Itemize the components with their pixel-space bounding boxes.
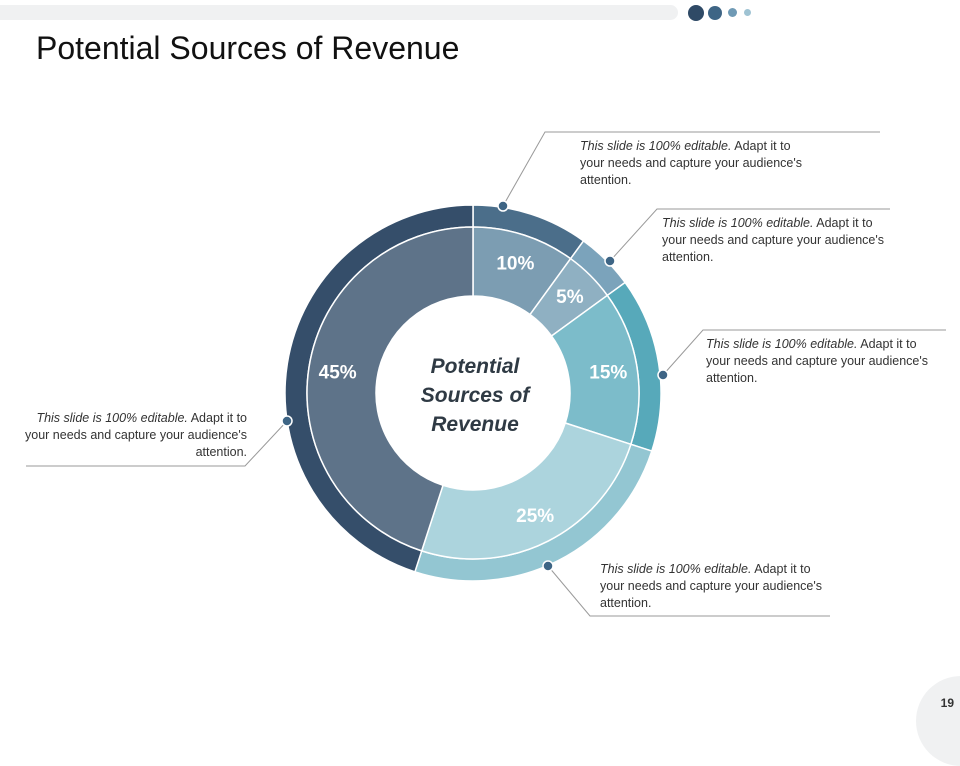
- callout-emphasis: This slide is 100% editable.: [580, 139, 732, 153]
- callout-emphasis: This slide is 100% editable.: [662, 216, 814, 230]
- connector-25pct: [547, 565, 830, 617]
- callout-emphasis: This slide is 100% editable.: [36, 411, 188, 425]
- callout-body: Adapt it to your needs and capture your …: [706, 337, 928, 385]
- callout-body: Adapt it to your needs and capture your …: [25, 411, 247, 459]
- callout-10pct: This slide is 100% editable. Adapt it to…: [580, 138, 815, 189]
- slice-label-15pct: 15%: [589, 363, 627, 384]
- callout-5pct: This slide is 100% editable. Adapt it to…: [662, 215, 897, 266]
- callout-body: Adapt it to your needs and capture your …: [580, 139, 802, 187]
- slice-label-10pct: 10%: [496, 254, 534, 275]
- slice-label-5pct: 5%: [556, 287, 584, 308]
- connector-15pct-dot: [657, 369, 669, 381]
- callout-body: Adapt it to your needs and capture your …: [662, 216, 884, 264]
- donut-slice-45pct: [306, 226, 474, 552]
- dot-icon: [728, 8, 737, 17]
- connector-15pct: [662, 329, 946, 376]
- callout-45pct: This slide is 100% editable. Adapt it to…: [12, 410, 247, 461]
- page-title: Potential Sources of Revenue: [36, 30, 460, 66]
- connector-25pct-dot: [542, 560, 554, 572]
- connector-5pct-dot: [604, 255, 616, 267]
- connector-5pct: [609, 208, 890, 262]
- slice-label-45pct: 45%: [319, 363, 357, 384]
- donut-slice-25pct: [420, 422, 632, 560]
- callout-25pct: This slide is 100% editable. Adapt it to…: [600, 561, 835, 612]
- center-label-line: Sources of: [420, 384, 530, 407]
- page-number: 19: [940, 696, 954, 710]
- callout-emphasis: This slide is 100% editable.: [600, 562, 752, 576]
- dot-icon: [688, 5, 704, 21]
- center-label-line: Potential: [430, 355, 520, 378]
- callout-15pct: This slide is 100% editable. Adapt it to…: [706, 336, 941, 387]
- callout-body: Adapt it to your needs and capture your …: [600, 562, 822, 610]
- connector-45pct: [26, 420, 288, 467]
- donut-chart: 10% 5% 15% 25% 45%: [26, 131, 946, 617]
- chart-center-label: Potential Sources of Revenue: [400, 352, 550, 439]
- connector-10pct-dot: [497, 200, 509, 212]
- center-label-line: Revenue: [431, 413, 519, 436]
- slice-label-25pct: 25%: [516, 506, 554, 527]
- callout-emphasis: This slide is 100% editable.: [706, 337, 858, 351]
- top-decoration-bar: [0, 5, 678, 20]
- dot-icon: [708, 6, 722, 20]
- dot-icon: [744, 9, 751, 16]
- donut-hole: [377, 297, 569, 489]
- connector-10pct: [502, 131, 880, 207]
- connector-45pct-dot: [281, 415, 293, 427]
